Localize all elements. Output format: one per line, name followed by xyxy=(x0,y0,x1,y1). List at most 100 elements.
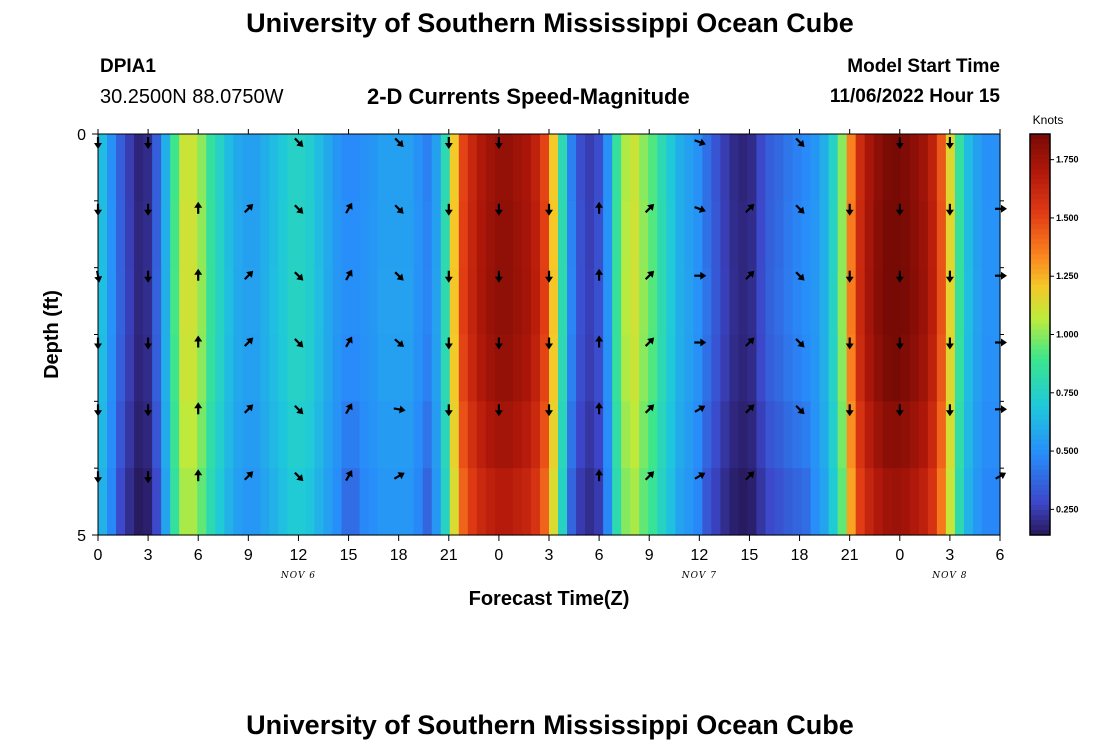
heatmap-cell xyxy=(882,134,893,202)
heatmap-cell xyxy=(927,200,938,269)
current-arrow-head xyxy=(444,276,453,283)
heatmap-cell xyxy=(639,334,649,402)
heatmap-cell xyxy=(810,200,821,269)
heatmap-cell xyxy=(684,468,694,536)
heatmap-cell xyxy=(395,334,406,402)
colorbar-segment xyxy=(1030,179,1050,185)
heatmap-cell xyxy=(233,200,243,269)
heatmap-cell xyxy=(377,200,388,269)
heatmap-cell xyxy=(720,267,730,336)
heatmap-cell xyxy=(368,267,379,336)
heatmap-cell xyxy=(666,401,676,469)
current-arrow-head xyxy=(444,143,453,149)
heatmap-cell xyxy=(990,334,1001,402)
heatmap-cell xyxy=(233,267,243,336)
heatmap-cell xyxy=(675,200,685,269)
heatmap-cell xyxy=(350,200,361,269)
heatmap-cell xyxy=(630,334,640,402)
x-tick-label: 6 xyxy=(996,547,1005,564)
heatmap-cell xyxy=(512,334,523,402)
x-tick-label: 0 xyxy=(895,547,904,564)
heatmap-cell xyxy=(981,134,992,202)
current-arrow-head xyxy=(296,273,304,281)
current-arrow xyxy=(294,338,304,348)
heatmap-cell xyxy=(918,468,929,536)
heatmap-cell xyxy=(621,134,631,202)
heatmap-cell xyxy=(612,334,622,402)
heatmap-cell xyxy=(783,401,794,469)
current-arrow-head xyxy=(345,269,353,277)
heatmap-cell xyxy=(783,267,794,336)
heatmap-cell xyxy=(458,267,469,336)
heatmap-cell xyxy=(702,134,712,202)
heatmap-cell xyxy=(278,200,289,269)
colorbar-segment xyxy=(1030,444,1050,451)
heatmap-cell xyxy=(197,200,207,269)
x-tick-label: 3 xyxy=(545,547,554,564)
x-tick-label: 18 xyxy=(791,547,809,564)
heatmap-cell xyxy=(305,468,316,536)
heatmap-cell xyxy=(305,134,316,202)
heatmap-cell xyxy=(440,401,451,469)
current-arrow-head xyxy=(396,340,405,347)
heatmap-cell xyxy=(350,267,361,336)
heatmap-cell xyxy=(233,401,243,469)
heatmap-cell xyxy=(738,134,749,202)
heatmap-cell xyxy=(458,468,469,536)
colorbar-segment xyxy=(1030,289,1050,295)
current-arrow-head xyxy=(747,203,755,211)
x-axis-title: Forecast Time(Z) xyxy=(469,588,630,610)
heatmap-cell xyxy=(882,334,893,402)
heatmap-cell xyxy=(792,267,803,336)
heatmap-cell xyxy=(603,134,613,202)
colorbar-segment xyxy=(1030,224,1050,230)
heatmap-cell xyxy=(738,200,749,269)
heatmap-cell xyxy=(729,134,740,202)
heatmap-cell xyxy=(134,401,144,469)
heatmap-cell xyxy=(927,401,938,469)
heatmap-cell xyxy=(116,401,126,469)
heatmap-cell xyxy=(855,401,866,469)
heatmap-cell xyxy=(765,267,776,336)
heatmap-cell xyxy=(494,468,505,536)
current-arrow-head xyxy=(144,209,153,216)
current-arrow-head xyxy=(700,271,707,280)
colorbar-segment xyxy=(1030,294,1050,300)
heatmap-cell xyxy=(359,200,370,269)
heatmap-cell xyxy=(864,401,875,469)
heatmap-cell xyxy=(449,200,460,269)
current-arrow-head xyxy=(194,268,203,275)
heatmap-cell xyxy=(891,200,902,269)
current-arrow-head xyxy=(647,203,655,211)
heatmap-cell xyxy=(711,267,721,336)
current-arrow xyxy=(945,137,954,149)
heatmap-cell xyxy=(819,401,830,469)
heatmap-cell xyxy=(765,334,776,402)
heatmap-cell xyxy=(440,134,451,202)
heatmap-cell xyxy=(819,468,830,536)
current-arrow-head xyxy=(194,469,203,476)
heatmap-cell xyxy=(765,200,776,269)
colorbar-tick-label: 1.500 xyxy=(1056,213,1079,223)
current-arrow xyxy=(243,270,254,281)
heatmap-cell xyxy=(972,334,983,402)
heatmap-cell xyxy=(693,468,703,536)
current-arrow xyxy=(694,205,706,213)
heatmap-cell xyxy=(936,334,947,402)
current-arrow-head xyxy=(94,143,102,149)
heatmap-cell xyxy=(350,334,361,402)
heatmap-cell xyxy=(612,200,622,269)
current-arrow-head xyxy=(144,410,153,417)
heatmap-cell xyxy=(603,401,613,469)
heatmap-cell xyxy=(684,334,694,402)
colorbar-segment xyxy=(1030,409,1050,416)
heatmap-cell xyxy=(98,401,108,469)
current-arrow xyxy=(745,471,755,481)
heatmap-cell xyxy=(467,401,478,469)
heatmap-cell xyxy=(576,134,586,202)
current-arrow xyxy=(494,337,503,350)
heatmap-cell xyxy=(846,267,857,336)
current-arrow xyxy=(595,402,604,415)
heatmap-cell xyxy=(314,468,325,536)
